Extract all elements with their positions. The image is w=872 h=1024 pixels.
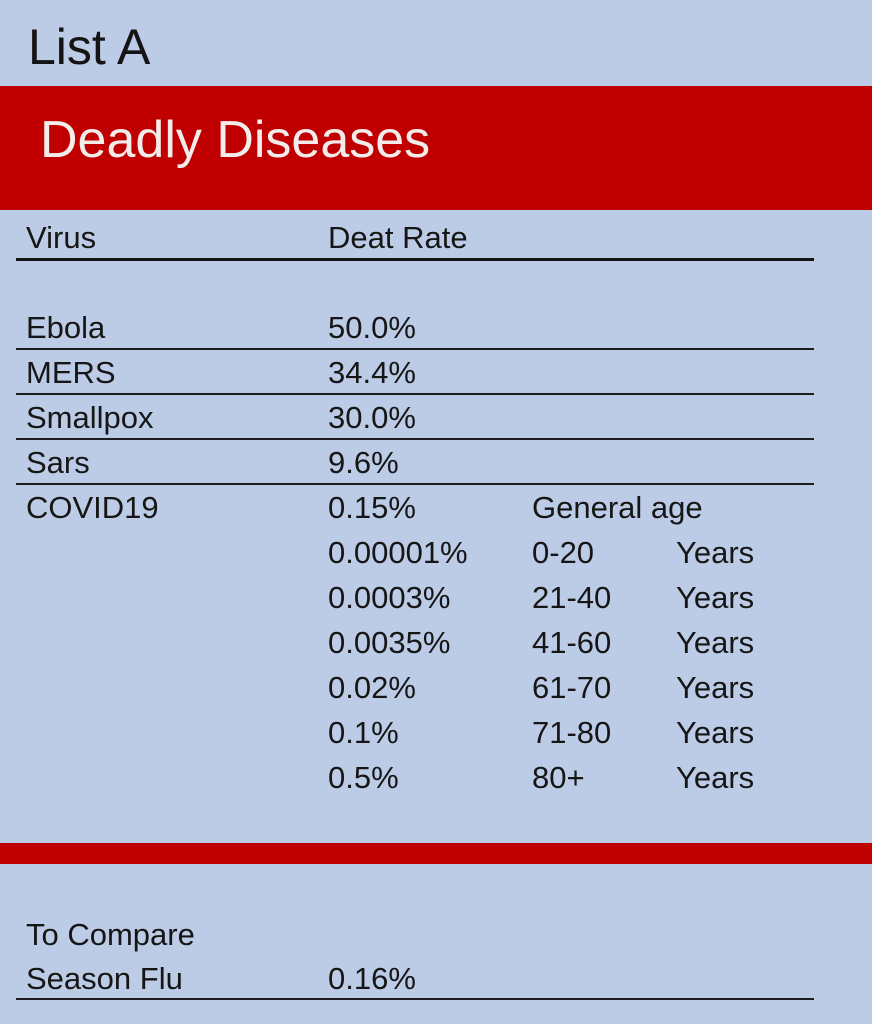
disease-name: Sars bbox=[26, 445, 90, 480]
disease-row-smallpox: Smallpox 30.0% bbox=[0, 402, 872, 447]
age-rate: 0.0003% bbox=[328, 580, 451, 615]
disease-name: Ebola bbox=[26, 310, 106, 345]
disease-rate: 50.0% bbox=[328, 310, 416, 345]
disease-name: Smallpox bbox=[26, 400, 154, 435]
age-range: 21-40 bbox=[532, 580, 612, 615]
covid-age-row: 0.00001% 0-20 Years bbox=[0, 537, 872, 582]
header-rule bbox=[16, 258, 814, 261]
season-flu-label: Season Flu bbox=[26, 961, 183, 996]
age-unit: Years bbox=[676, 535, 755, 570]
column-header-rate: Deat Rate bbox=[328, 220, 468, 255]
age-range: 80+ bbox=[532, 760, 585, 795]
age-rate: 0.0035% bbox=[328, 625, 451, 660]
disease-rate: 34.4% bbox=[328, 355, 416, 390]
row-rule bbox=[16, 348, 814, 350]
age-range: 0-20 bbox=[532, 535, 595, 570]
compare-heading: To Compare bbox=[26, 917, 195, 952]
row-rule bbox=[16, 483, 814, 485]
title-banner: Deadly Diseases bbox=[0, 86, 872, 210]
section-divider bbox=[0, 843, 872, 864]
covid-age-row: 0.1% 71-80 Years bbox=[0, 717, 872, 762]
disease-name: MERS bbox=[26, 355, 116, 390]
age-rate: 0.02% bbox=[328, 670, 416, 705]
covid-age-row: 0.5% 80+ Years bbox=[0, 762, 872, 807]
compare-rule bbox=[16, 998, 814, 1000]
age-range: 41-60 bbox=[532, 625, 612, 660]
disease-rate: 0.15% bbox=[328, 490, 416, 525]
disease-row-mers: MERS 34.4% bbox=[0, 357, 872, 402]
age-rate: 0.1% bbox=[328, 715, 399, 750]
disease-rate: 9.6% bbox=[328, 445, 399, 480]
age-unit: Years bbox=[676, 670, 755, 705]
row-rule bbox=[16, 438, 814, 440]
age-rate: 0.00001% bbox=[328, 535, 468, 570]
disease-row-sars: Sars 9.6% bbox=[0, 447, 872, 492]
age-range: 61-70 bbox=[532, 670, 612, 705]
covid-age-row: 0.0035% 41-60 Years bbox=[0, 627, 872, 672]
column-header-virus: Virus bbox=[26, 220, 97, 255]
banner-title: Deadly Diseases bbox=[40, 111, 431, 169]
disease-row-covid19: COVID19 0.15% General age bbox=[0, 492, 872, 537]
age-unit: Years bbox=[676, 625, 755, 660]
age-rate: 0.5% bbox=[328, 760, 399, 795]
disease-rate: 30.0% bbox=[328, 400, 416, 435]
age-unit: Years bbox=[676, 760, 755, 795]
age-range: 71-80 bbox=[532, 715, 612, 750]
disease-row-ebola: Ebola 50.0% bbox=[0, 312, 872, 357]
disease-name: COVID19 bbox=[26, 490, 159, 525]
season-flu-rate: 0.16% bbox=[328, 961, 416, 996]
page-title: List A bbox=[28, 19, 151, 75]
age-unit: Years bbox=[676, 580, 755, 615]
age-unit: Years bbox=[676, 715, 755, 750]
general-age-note: General age bbox=[532, 490, 703, 525]
covid-age-row: 0.02% 61-70 Years bbox=[0, 672, 872, 717]
row-rule bbox=[16, 393, 814, 395]
covid-age-row: 0.0003% 21-40 Years bbox=[0, 582, 872, 627]
